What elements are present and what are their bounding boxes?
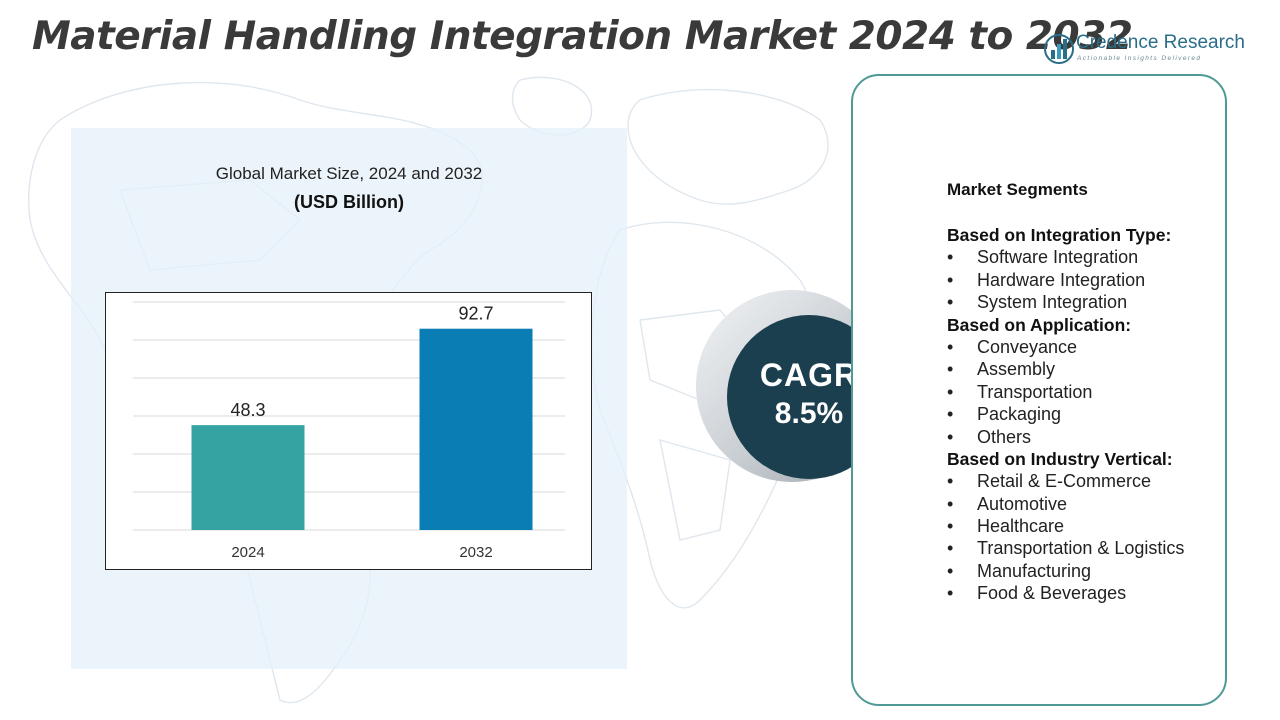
- segment-item: • Others: [947, 426, 1184, 448]
- brand-name: Credence Research: [1076, 32, 1245, 53]
- segment-item-label: Food & Beverages: [977, 583, 1127, 604]
- segment-item: • Automotive: [947, 493, 1184, 515]
- x-tick-label-2032: 2032: [459, 544, 492, 561]
- segment-item: • Transportation & Logistics: [947, 537, 1184, 559]
- data-label-2024: 48.3: [230, 400, 265, 420]
- segment-item: • Manufacturing: [947, 560, 1184, 582]
- segment-item: • Packaging: [947, 403, 1184, 425]
- segment-item-label: Software Integration: [977, 247, 1139, 268]
- segment-item: • Food & Beverages: [947, 582, 1184, 604]
- bullet-icon: •: [947, 516, 954, 537]
- segment-item-label: Transportation: [977, 381, 1093, 402]
- segments-heading: Market Segments: [947, 180, 1088, 199]
- segment-item-label: Manufacturing: [977, 560, 1092, 581]
- segment-item: • Hardware Integration: [947, 269, 1184, 291]
- segment-item-label: System Integration: [977, 292, 1128, 313]
- segment-item-label: Hardware Integration: [977, 269, 1146, 290]
- bullet-icon: •: [947, 247, 954, 268]
- segment-item: • Healthcare: [947, 515, 1184, 537]
- bullet-icon: •: [947, 493, 954, 514]
- brand-logo: Credence Research Actionable Insights De…: [1044, 30, 1264, 70]
- market-segments-panel: [851, 74, 1227, 706]
- segments-list: Based on Integration Type: • Software Inte…: [947, 224, 1184, 605]
- segment-item-label: Conveyance: [977, 336, 1078, 357]
- bullet-icon: •: [947, 404, 954, 425]
- segment-item: • Assembly: [947, 358, 1184, 380]
- segment-item-label: Assembly: [977, 359, 1056, 380]
- segment-item: • Transportation: [947, 381, 1184, 403]
- bullet-icon: •: [947, 560, 954, 581]
- cagr-value: 8.5%: [774, 397, 844, 430]
- bar-chart: 48.3 2024 92.7 2032: [105, 292, 592, 570]
- segment-item: • System Integration: [947, 291, 1184, 313]
- data-label-2032: 92.7: [458, 304, 493, 324]
- cagr-label: CAGR: [759, 357, 859, 393]
- segment-group-title: Based on Industry Vertical:: [947, 448, 1173, 469]
- segment-item: • Software Integration: [947, 246, 1184, 268]
- chart-unit-label: (USD Billion): [294, 192, 404, 212]
- bar-2024: [191, 425, 305, 530]
- chart-title: Global Market Size, 2024 and 2032: [215, 164, 483, 183]
- x-tick-label-2024: 2024: [231, 544, 264, 561]
- segment-item-label: Automotive: [977, 493, 1068, 514]
- segment-item-label: Transportation & Logistics: [977, 538, 1185, 559]
- segment-item-label: Healthcare: [977, 516, 1065, 537]
- segment-item: • Retail & E-Commerce: [947, 470, 1184, 492]
- bar-chart-logo-icon: [1044, 34, 1074, 64]
- bullet-icon: •: [947, 538, 954, 559]
- segment-item-label: Retail & E-Commerce: [977, 471, 1152, 492]
- segment-item-label: Packaging: [977, 404, 1062, 425]
- bar-2032: [419, 328, 533, 530]
- bullet-icon: •: [947, 292, 954, 313]
- bullet-icon: •: [947, 471, 954, 492]
- segment-item-label: Others: [977, 426, 1032, 447]
- bullet-icon: •: [947, 426, 954, 447]
- brand-tagline: Actionable Insights Delivered: [1077, 55, 1202, 62]
- segment-item: • Conveyance: [947, 336, 1184, 358]
- bullet-icon: •: [947, 336, 954, 357]
- segment-group-title: Based on Application:: [947, 314, 1132, 335]
- bullet-icon: •: [947, 381, 954, 402]
- bullet-icon: •: [947, 359, 954, 380]
- bullet-icon: •: [947, 269, 954, 290]
- segment-group-title: Based on Integration Type:: [947, 225, 1172, 245]
- bullet-icon: •: [947, 583, 954, 604]
- page-title: Material Handling Integration Market 202…: [32, 14, 1133, 59]
